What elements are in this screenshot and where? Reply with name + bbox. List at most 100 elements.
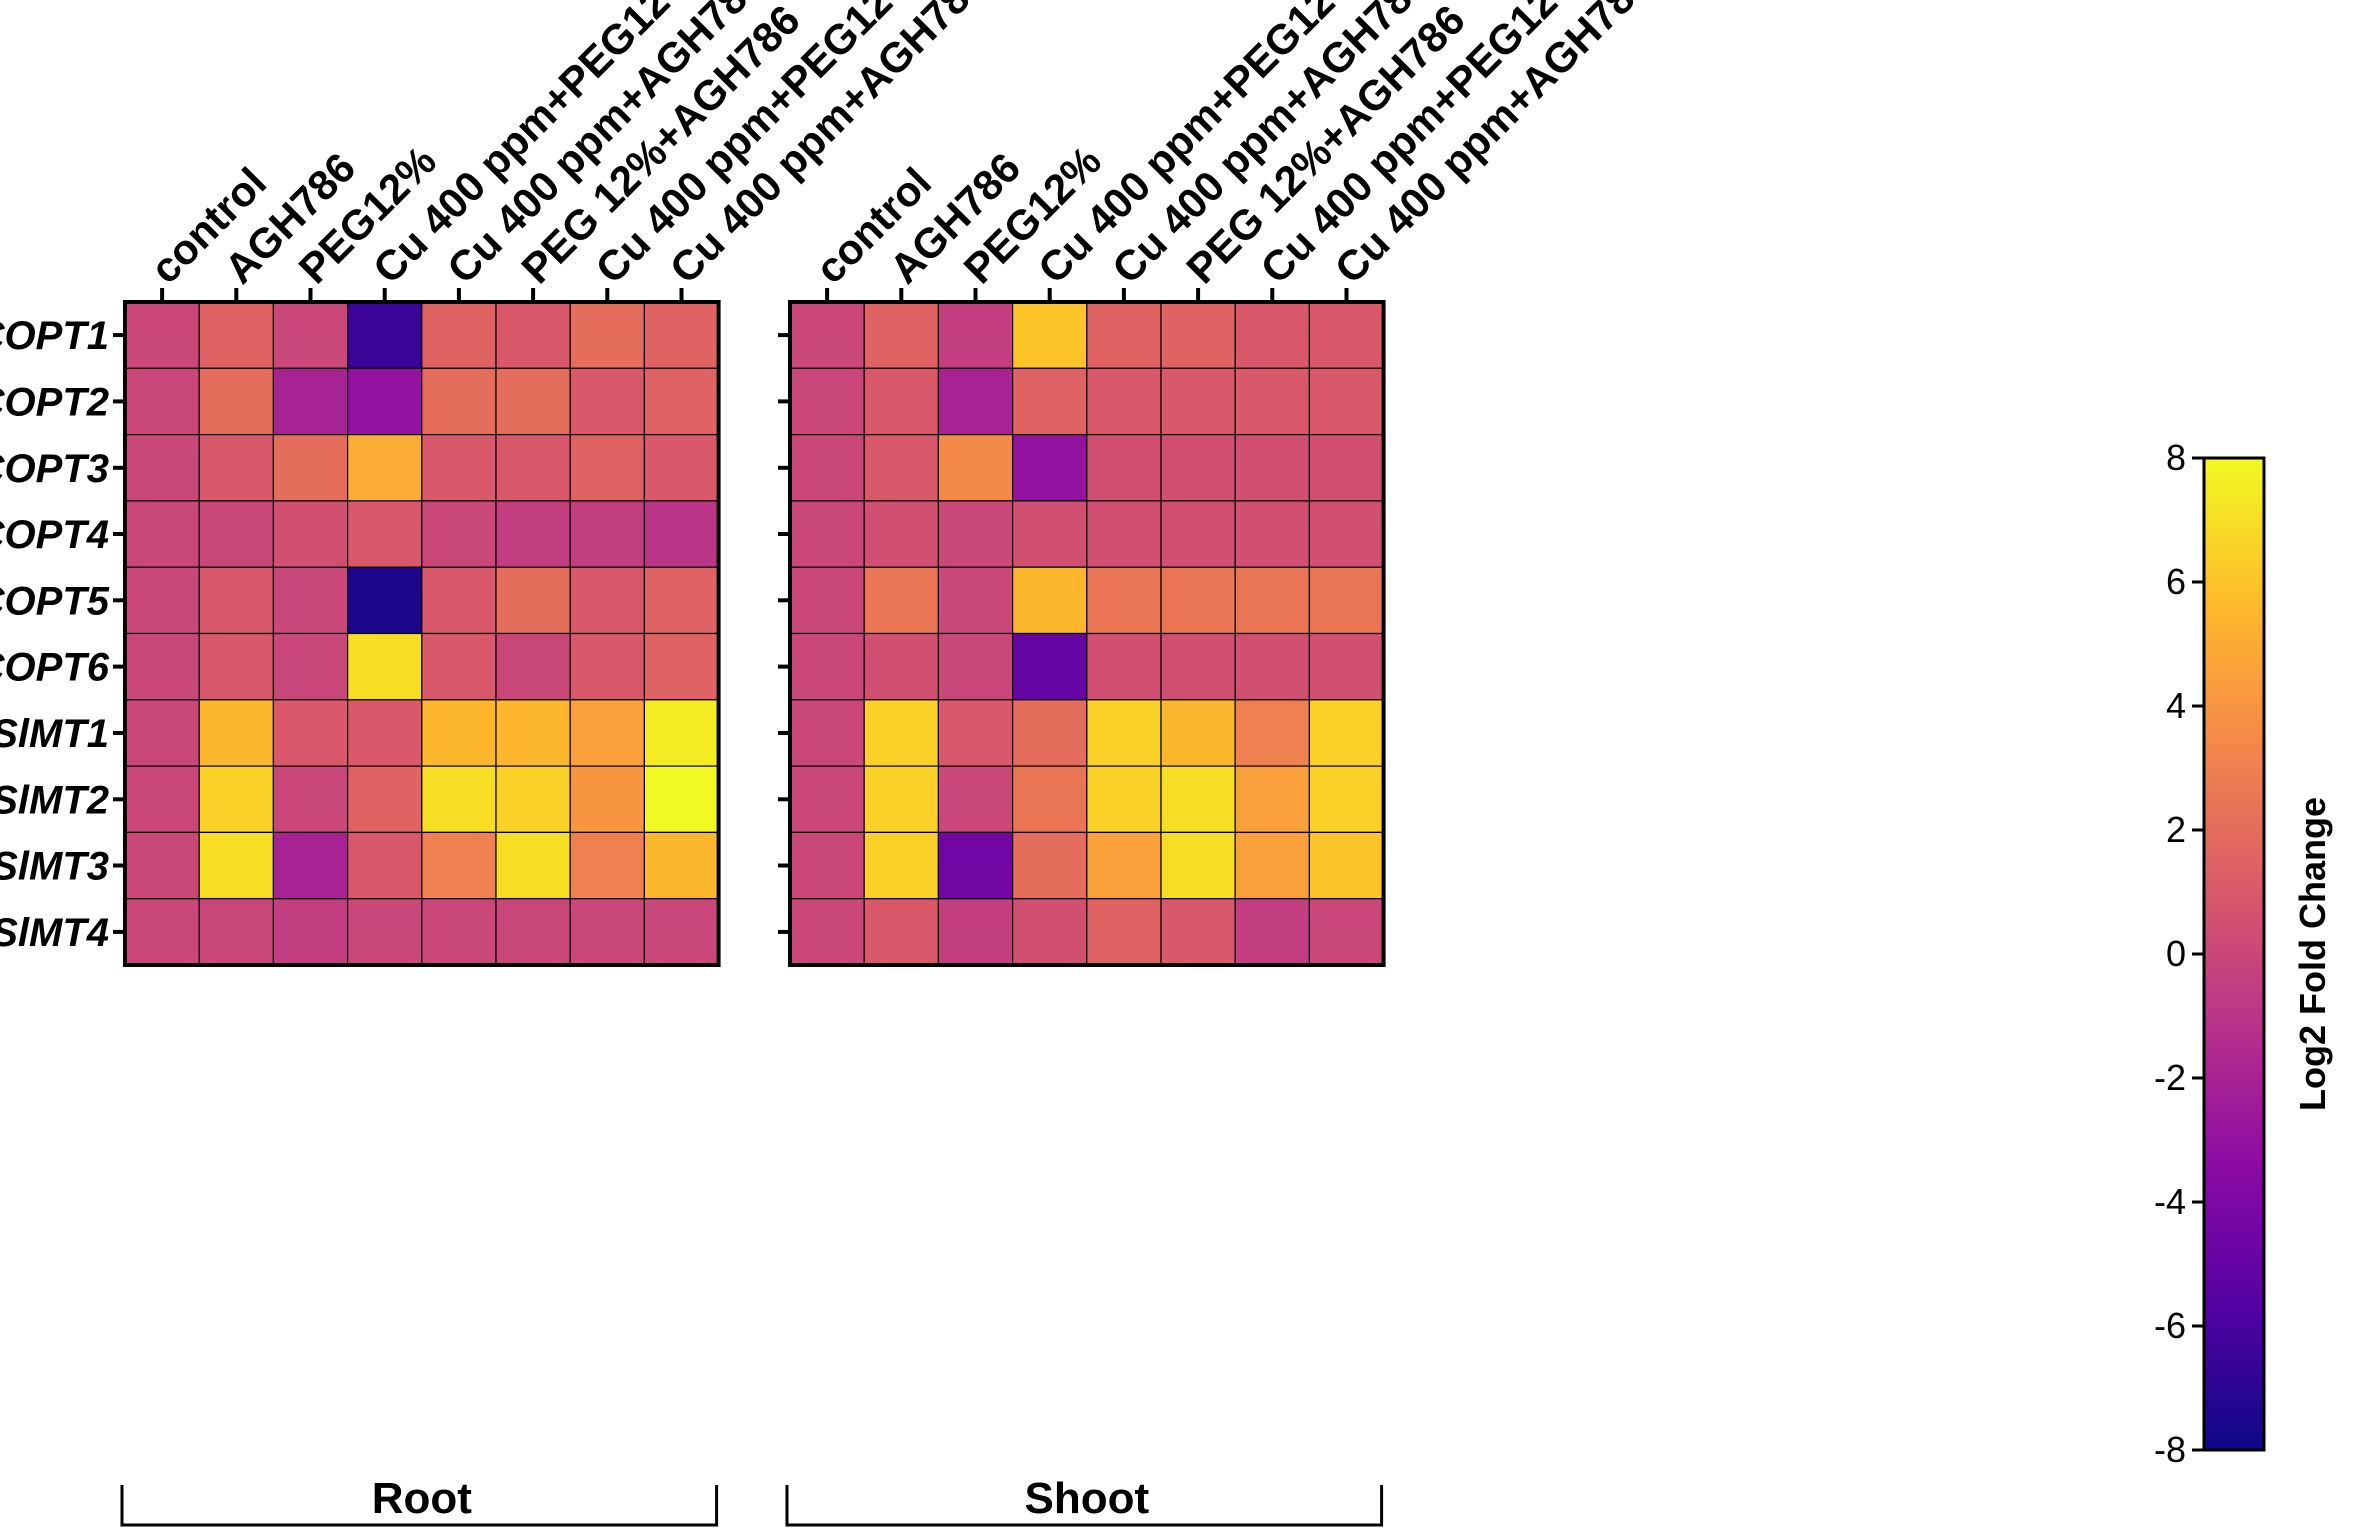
heatmap-cell-root-SlCOPT4-4 [421, 500, 497, 568]
heatmap-cell-shoot-SlCOPT4-2 [937, 500, 1014, 568]
heatmap-cell-root-SlCOPT1-3 [347, 301, 423, 369]
colorbar-tick-label: 4 [2166, 685, 2186, 726]
heatmap-cell-root-SlCOPT4-0 [124, 500, 200, 568]
heatmap-cell-root-SlMT2-3 [347, 765, 423, 833]
heatmap-cell-shoot-SlMT1-7 [1308, 699, 1385, 767]
heatmap-cell-shoot-SlCOPT1-3 [1011, 301, 1088, 369]
heatmap-cell-root-SlCOPT1-0 [124, 301, 200, 369]
heatmap-cell-root-SlMT4-5 [495, 898, 571, 966]
heatmap-cell-root-SlMT2-5 [495, 765, 571, 833]
heatmap-cell-shoot-SlCOPT5-1 [863, 566, 940, 635]
heatmap-cell-root-SlCOPT3-7 [643, 434, 720, 502]
heatmap-cell-root-SlMT1-4 [421, 699, 497, 767]
heatmap-cell-root-SlCOPT2-2 [272, 367, 349, 436]
heatmap-cell-shoot-SlCOPT6-1 [863, 632, 940, 701]
heatmap-cell-shoot-SlMT4-4 [1086, 898, 1162, 966]
heatmap-cell-root-SlMT3-5 [495, 831, 571, 900]
heatmap-cell-root-SlCOPT5-7 [643, 566, 720, 635]
heatmap-cell-root-SlMT1-3 [347, 699, 423, 767]
heatmap-cell-shoot-SlCOPT3-6 [1234, 434, 1310, 502]
heatmap-cell-root-SlCOPT1-5 [495, 301, 571, 369]
heatmap-cell-shoot-SlCOPT1-6 [1234, 301, 1310, 369]
heatmap-cell-shoot-SlCOPT4-1 [863, 500, 940, 568]
heatmap-cell-root-SlCOPT4-2 [272, 500, 349, 568]
heatmap-cell-root-SlCOPT1-4 [421, 301, 497, 369]
heatmap-cell-shoot-SlCOPT4-5 [1160, 500, 1236, 568]
heatmap-cell-shoot-SlCOPT2-6 [1234, 367, 1310, 436]
heatmap-cell-shoot-SlCOPT3-0 [789, 434, 865, 502]
heatmap-cell-shoot-SlMT4-0 [789, 898, 865, 966]
heatmap-cell-shoot-SlCOPT1-2 [937, 301, 1014, 369]
heatmap-cell-root-SlCOPT2-6 [569, 367, 646, 436]
heatmap-cell-shoot-SlMT3-2 [937, 831, 1014, 900]
heatmap-cell-root-SlCOPT6-3 [347, 632, 423, 701]
heatmap-cell-shoot-SlCOPT1-1 [863, 301, 940, 369]
heatmap-cell-root-SlMT4-6 [569, 898, 646, 966]
heatmap-cell-root-SlCOPT2-5 [495, 367, 571, 436]
heatmap-cell-shoot-SlMT1-0 [789, 699, 865, 767]
heatmap-cell-shoot-SlCOPT2-3 [1011, 367, 1088, 436]
heatmap-cell-shoot-SlCOPT6-2 [937, 632, 1014, 701]
heatmap-cell-root-SlMT4-1 [198, 898, 274, 966]
heatmap-cell-root-SlMT1-7 [643, 699, 720, 767]
colorbar-tick-label: -6 [2154, 1305, 2186, 1346]
heatmap-cell-shoot-SlMT1-4 [1086, 699, 1162, 767]
panel-frame-root [123, 300, 721, 967]
heatmap-cell-root-SlMT1-2 [272, 699, 349, 767]
row-label-SlMT1: SlMT1 [0, 712, 109, 756]
heatmap-cell-root-SlMT4-4 [421, 898, 497, 966]
heatmap-cell-root-SlCOPT4-7 [643, 500, 720, 568]
heatmap-cell-root-SlCOPT3-6 [569, 434, 646, 502]
heatmap-cell-root-SlMT4-7 [643, 898, 720, 966]
heatmap-cell-shoot-SlMT4-2 [937, 898, 1014, 966]
heatmap-cell-root-SlCOPT2-3 [347, 367, 423, 436]
heatmap-cell-shoot-SlMT3-6 [1234, 831, 1310, 900]
heatmap-cell-root-SlMT3-0 [124, 831, 200, 900]
heatmap-cell-shoot-SlCOPT1-5 [1160, 301, 1236, 369]
heatmap-cell-root-SlCOPT6-5 [495, 632, 571, 701]
heatmap-cell-shoot-SlMT1-5 [1160, 699, 1236, 767]
heatmap-cell-root-SlCOPT4-3 [347, 500, 423, 568]
heatmap-cell-root-SlCOPT1-6 [569, 301, 646, 369]
heatmap-cell-root-SlCOPT3-2 [272, 434, 349, 502]
heatmap-cell-root-SlMT2-4 [421, 765, 497, 833]
heatmap-cell-root-SlMT3-6 [569, 831, 646, 900]
heatmap-cell-shoot-SlCOPT2-5 [1160, 367, 1236, 436]
heatmap-cell-root-SlCOPT1-1 [198, 301, 274, 369]
heatmap-cell-root-SlCOPT4-5 [495, 500, 571, 568]
heatmap-cell-shoot-SlCOPT5-4 [1086, 566, 1162, 635]
heatmap-cell-shoot-SlCOPT5-3 [1011, 566, 1088, 635]
heatmap-cell-shoot-SlCOPT6-0 [789, 632, 865, 701]
colorbar-tick-label: 6 [2166, 561, 2186, 602]
heatmap-cell-shoot-SlMT1-3 [1011, 699, 1088, 767]
heatmap-cell-root-SlCOPT4-6 [569, 500, 646, 568]
heatmap-cell-shoot-SlMT4-5 [1160, 898, 1236, 966]
heatmap-cell-shoot-SlCOPT3-4 [1086, 434, 1162, 502]
heatmap-cell-shoot-SlMT2-6 [1234, 765, 1310, 833]
heatmap-cell-root-SlCOPT6-2 [272, 632, 349, 701]
row-label-SlCOPT4: SlCOPT4 [0, 513, 109, 557]
group-bracket-shoot [785, 1485, 1384, 1527]
heatmap-cell-root-SlCOPT1-7 [643, 301, 720, 369]
group-bracket-root [120, 1485, 719, 1527]
heatmap-cell-root-SlCOPT5-1 [198, 566, 274, 635]
heatmap-cell-shoot-SlMT4-3 [1011, 898, 1088, 966]
heatmap-cell-root-SlCOPT6-6 [569, 632, 646, 701]
heatmap-cell-shoot-SlCOPT3-1 [863, 434, 940, 502]
heatmap-cell-root-SlCOPT6-0 [124, 632, 200, 701]
heatmap-cell-root-SlCOPT5-6 [569, 566, 646, 635]
heatmap-cell-shoot-SlCOPT1-4 [1086, 301, 1162, 369]
heatmap-cell-shoot-SlMT2-5 [1160, 765, 1236, 833]
heatmap-cell-root-SlMT2-0 [124, 765, 200, 833]
heatmap-cell-shoot-SlCOPT5-5 [1160, 566, 1236, 635]
heatmap-cell-root-SlCOPT2-1 [198, 367, 274, 436]
heatmap-cell-shoot-SlCOPT2-0 [789, 367, 865, 436]
colorbar-tick-label: 0 [2166, 933, 2186, 974]
heatmap-cell-root-SlCOPT6-1 [198, 632, 274, 701]
row-label-SlCOPT1: SlCOPT1 [0, 314, 109, 358]
heatmap-cell-shoot-SlCOPT6-3 [1011, 632, 1088, 701]
colorbar-tick-label: -2 [2154, 1057, 2186, 1098]
heatmap-cell-root-SlMT4-2 [272, 898, 349, 966]
heatmap-cell-root-SlCOPT3-3 [347, 434, 423, 502]
row-label-SlMT4: SlMT4 [0, 911, 109, 955]
